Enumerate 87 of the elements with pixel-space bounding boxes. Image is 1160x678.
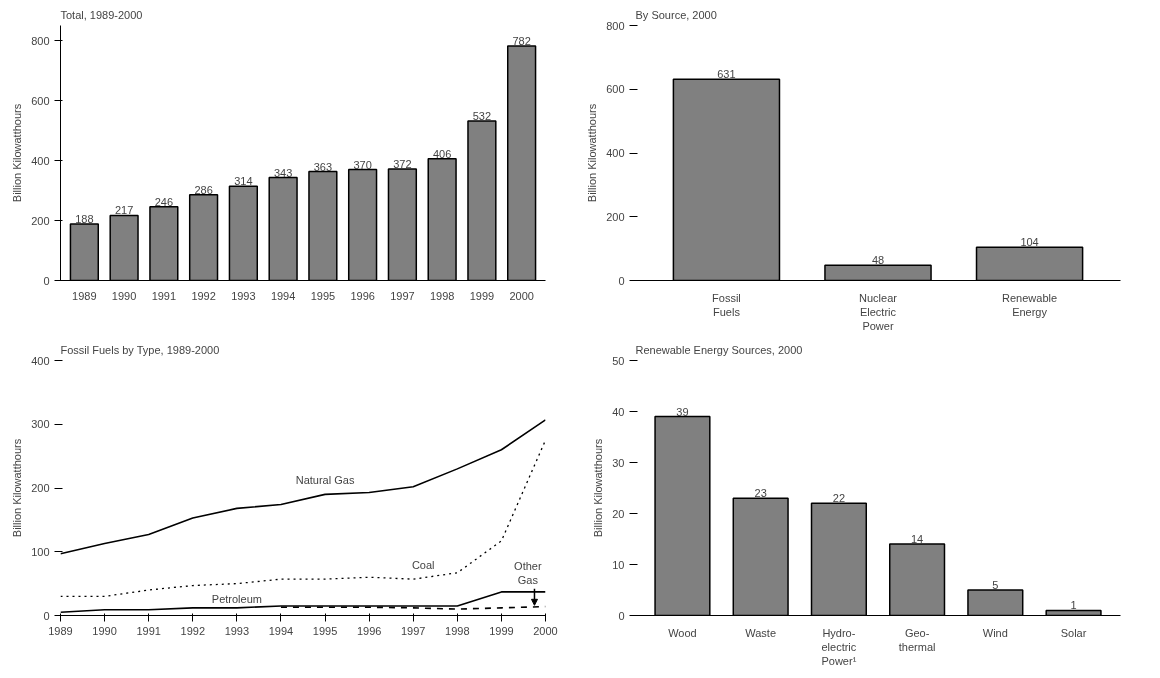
x-tick-label: 1991 bbox=[151, 289, 177, 302]
chart-title: Fossil Fuels by Type, 1989-2000 bbox=[60, 343, 220, 356]
data-label: 314 bbox=[234, 175, 253, 188]
x-tick-label: 1996 bbox=[350, 289, 375, 302]
x-tick-label: 1993 bbox=[224, 624, 250, 637]
data-label: 14 bbox=[911, 533, 924, 546]
data-label: 1 bbox=[1070, 599, 1077, 612]
x-tick-label: 1994 bbox=[270, 289, 296, 302]
data-label: 782 bbox=[512, 34, 531, 47]
x-tick-label: 1992 bbox=[191, 289, 216, 302]
data-label: 370 bbox=[353, 158, 372, 171]
y-tick-label: 800 bbox=[606, 19, 625, 32]
data-label: 363 bbox=[313, 160, 333, 173]
data-label: 5 bbox=[992, 579, 999, 591]
y-axis-title: Billion Kilowatthours bbox=[586, 103, 599, 203]
x-tick-label: Solar bbox=[1060, 626, 1087, 639]
data-label: 532 bbox=[472, 109, 492, 122]
series-label: Natural Gas bbox=[295, 474, 355, 487]
data-label: 372 bbox=[393, 157, 412, 170]
y-tick-label: 0 bbox=[43, 274, 50, 287]
y-tick-label: 200 bbox=[31, 214, 50, 227]
data-label: 48 bbox=[871, 254, 885, 267]
y-axis-title: Billion Kilowatthours bbox=[11, 438, 24, 538]
x-tick-label: Waste bbox=[745, 626, 777, 639]
y-tick-label: 50 bbox=[612, 354, 625, 367]
x-tick-label: 1999 bbox=[489, 624, 514, 637]
x-tick-label: Nuclear Electric Power bbox=[859, 291, 898, 333]
y-tick-label: 30 bbox=[612, 456, 625, 469]
data-label: 23 bbox=[754, 487, 767, 500]
series-label: Petroleum bbox=[211, 592, 262, 605]
data-label: 406 bbox=[432, 147, 452, 160]
y-tick-label: 200 bbox=[31, 482, 50, 494]
x-tick-label: Geo- thermal bbox=[898, 626, 936, 653]
x-tick-label: 1990 bbox=[92, 624, 117, 637]
x-tick-label: 2000 bbox=[509, 289, 534, 302]
x-tick-label: Wood bbox=[668, 626, 697, 639]
chart-title: Renewable Energy Sources, 2000 bbox=[635, 343, 803, 356]
y-axis-title: Billion Kilowatthours bbox=[11, 103, 24, 203]
data-label: 22 bbox=[832, 492, 846, 505]
data-label: 246 bbox=[154, 195, 174, 208]
series-label: Other Gas bbox=[514, 559, 542, 587]
x-tick-label: 1995 bbox=[310, 289, 336, 302]
data-label: 217 bbox=[114, 204, 134, 217]
x-tick-label: 1995 bbox=[312, 624, 338, 637]
x-tick-label: Fossil Fuels bbox=[712, 291, 741, 318]
y-tick-label: 800 bbox=[31, 34, 50, 47]
y-tick-label: 600 bbox=[606, 83, 625, 96]
data-label: 631 bbox=[717, 68, 736, 81]
data-label: 104 bbox=[1020, 236, 1039, 249]
x-tick-label: 1989 bbox=[72, 289, 97, 302]
x-tick-label: 1994 bbox=[268, 624, 294, 637]
x-tick-label: 1990 bbox=[111, 289, 137, 302]
x-tick-label: 1989 bbox=[48, 624, 73, 637]
y-tick-label: 40 bbox=[612, 405, 625, 418]
x-tick-label: 1996 bbox=[356, 624, 382, 637]
data-label: 343 bbox=[273, 166, 293, 179]
series-label: Coal bbox=[411, 559, 435, 572]
y-tick-label: 0 bbox=[43, 609, 50, 622]
x-tick-label: Hydro- electric Power¹ bbox=[821, 626, 857, 668]
data-label: 286 bbox=[194, 183, 213, 196]
x-tick-label: 1999 bbox=[469, 289, 495, 302]
y-tick-label: 400 bbox=[31, 154, 50, 167]
y-tick-label: 600 bbox=[31, 94, 50, 107]
y-tick-label: 0 bbox=[618, 609, 625, 622]
y-tick-label: 200 bbox=[606, 210, 625, 223]
chart-title: By Source, 2000 bbox=[635, 8, 717, 21]
x-tick-label: 2000 bbox=[533, 624, 558, 637]
x-tick-label: 1998 bbox=[445, 624, 470, 637]
x-tick-label: Wind bbox=[982, 626, 1008, 639]
x-tick-label: 1991 bbox=[136, 624, 161, 637]
y-tick-label: 20 bbox=[612, 507, 625, 520]
x-tick-label: 1993 bbox=[231, 289, 256, 302]
chart-title: Total, 1989-2000 bbox=[60, 8, 143, 21]
y-tick-label: 10 bbox=[612, 558, 625, 571]
data-label: 188 bbox=[75, 213, 94, 226]
y-tick-label: 400 bbox=[606, 147, 625, 159]
x-tick-label: 1992 bbox=[180, 624, 206, 637]
x-tick-label: Renewable Energy bbox=[1002, 291, 1058, 318]
y-tick-label: 0 bbox=[618, 274, 625, 287]
x-tick-label: 1997 bbox=[390, 289, 415, 302]
data-label: 39 bbox=[676, 405, 689, 418]
x-tick-label: 1997 bbox=[400, 624, 426, 637]
y-tick-label: 100 bbox=[31, 545, 50, 558]
x-tick-label: 1998 bbox=[429, 289, 455, 302]
y-axis-title: Billion Kilowatthours bbox=[592, 438, 605, 538]
y-tick-label: 400 bbox=[31, 354, 50, 367]
y-tick-label: 300 bbox=[31, 418, 50, 431]
